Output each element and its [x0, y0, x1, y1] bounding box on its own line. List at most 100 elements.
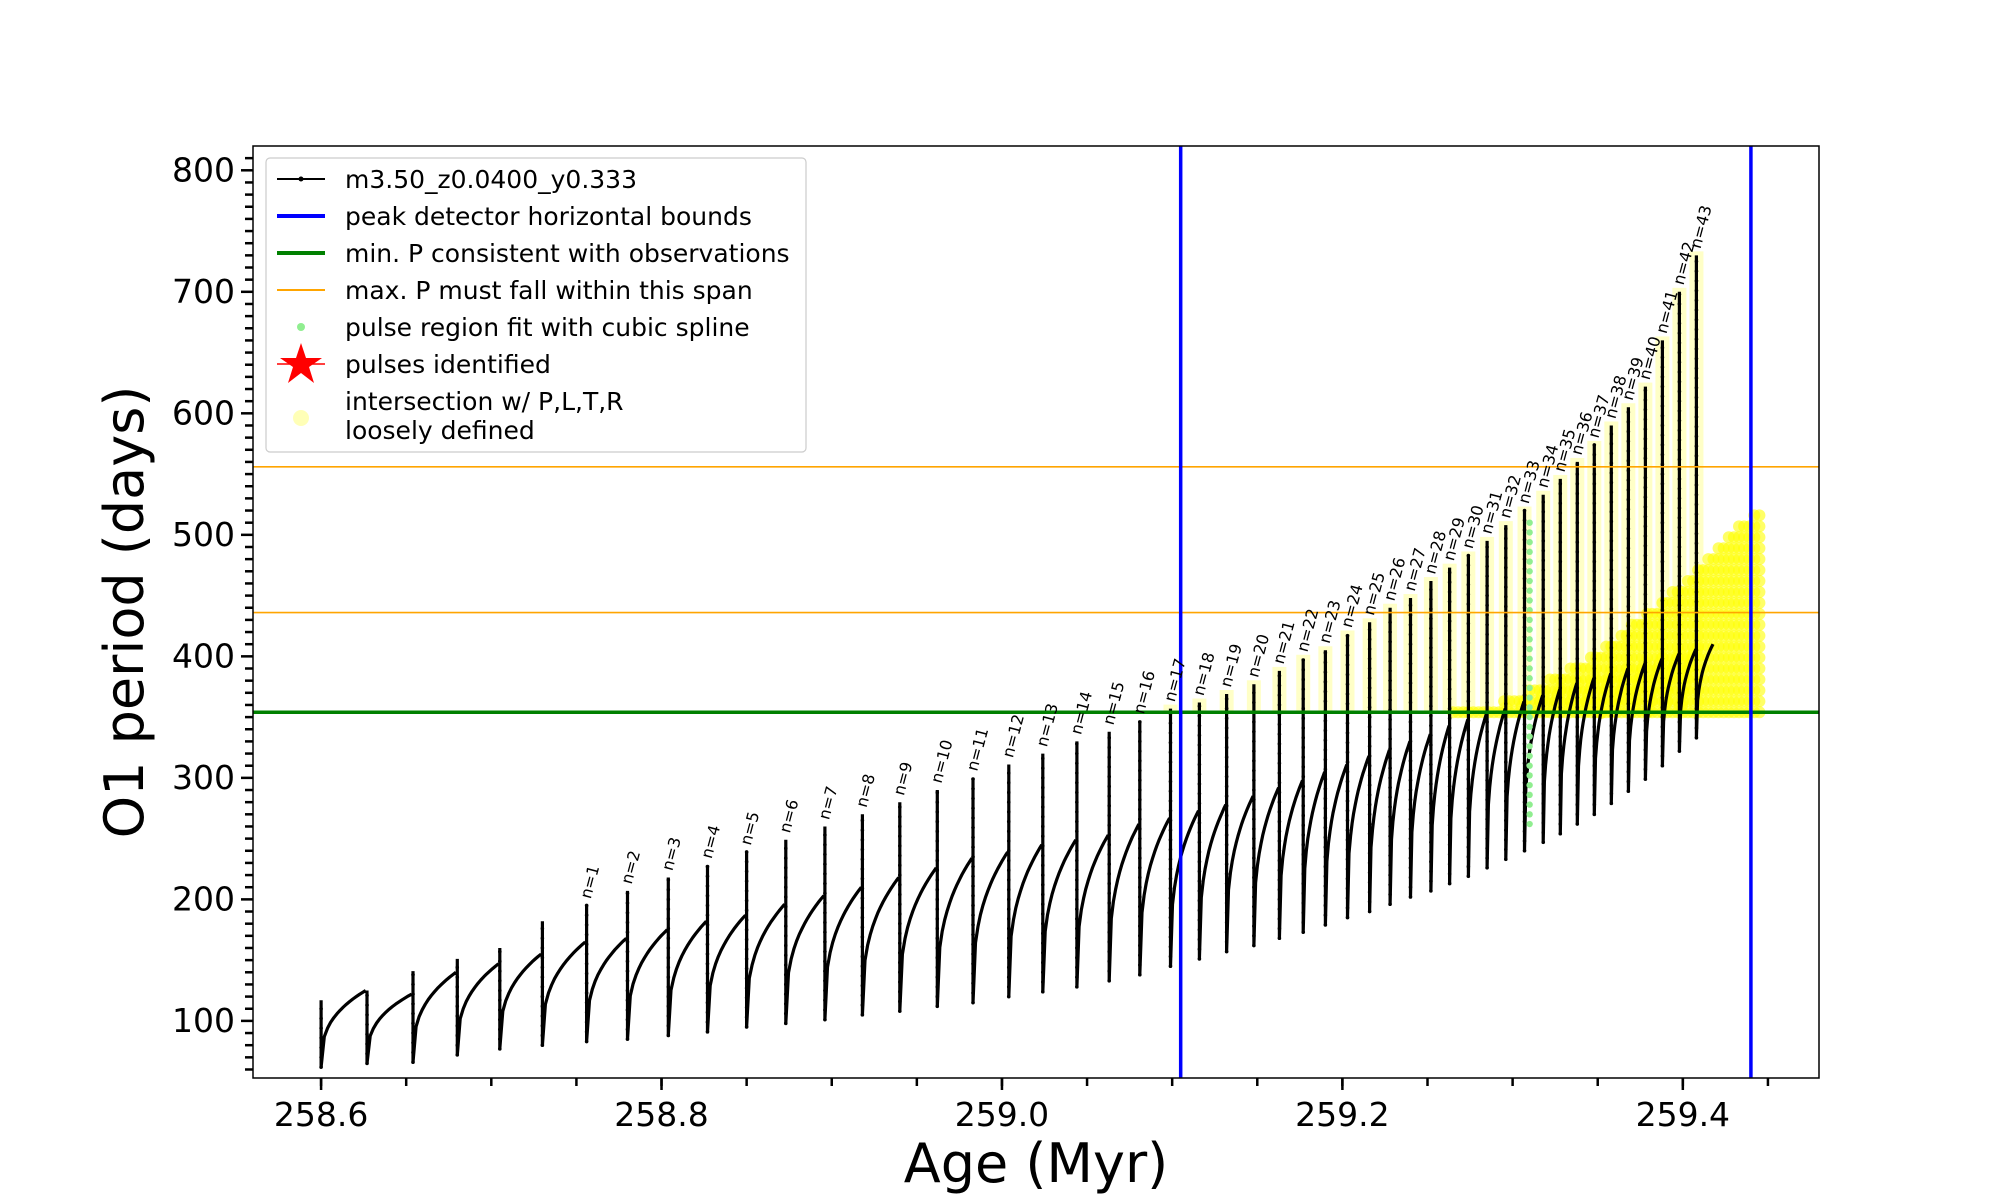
- series-point: [1609, 471, 1614, 475]
- series-point: [860, 847, 865, 852]
- series-point: [319, 1055, 323, 1060]
- y-tick-label: 800: [172, 150, 235, 189]
- series-point: [1609, 655, 1614, 660]
- series-point: [1522, 615, 1527, 620]
- series-point: [1466, 767, 1471, 772]
- series-point: [1485, 720, 1489, 724]
- series-point: [1429, 675, 1433, 679]
- series-point: [1575, 715, 1580, 719]
- series-point: [1694, 726, 1699, 730]
- series-point: [1075, 868, 1079, 873]
- series-point: [1466, 787, 1471, 791]
- series-point: [1041, 766, 1045, 770]
- series-point: [898, 873, 902, 877]
- series-point: [1224, 813, 1229, 818]
- series-point: [1408, 856, 1413, 860]
- series-point: [1643, 573, 1648, 577]
- series-point: [1367, 773, 1372, 778]
- series-point: [1504, 633, 1508, 638]
- series-point: [625, 930, 630, 934]
- series-point: [1408, 700, 1413, 705]
- series-point: [1694, 629, 1699, 633]
- spline-point: [1526, 752, 1533, 760]
- series-point: [1575, 744, 1580, 749]
- series-point: [411, 982, 415, 987]
- series-point: [1107, 774, 1111, 779]
- series-point: [1388, 766, 1392, 770]
- spline-point: [1526, 558, 1533, 565]
- series-point: [1345, 750, 1350, 755]
- series-point: [1677, 681, 1682, 685]
- series-point: [860, 935, 865, 939]
- series-point: [971, 952, 975, 956]
- series-point: [1224, 706, 1229, 711]
- series-point: [1075, 946, 1079, 950]
- series-point: [1592, 550, 1597, 554]
- series-point: [1138, 807, 1142, 812]
- series-point: [1694, 697, 1699, 701]
- series-point: [1541, 548, 1546, 553]
- series-point: [1277, 907, 1282, 911]
- series-point: [1541, 801, 1546, 806]
- series-point: [1429, 714, 1433, 718]
- series-point: [1609, 636, 1614, 640]
- series-point: [860, 828, 865, 832]
- series-point: [1609, 441, 1614, 446]
- intersection-point: [1753, 542, 1766, 555]
- series-point: [1541, 684, 1546, 689]
- series-point: [1541, 558, 1546, 563]
- series-point: [1252, 914, 1256, 919]
- series-point: [1575, 550, 1580, 554]
- series-point: [1485, 593, 1489, 598]
- series-point: [540, 926, 545, 931]
- series-point: [898, 863, 902, 868]
- series-point: [1592, 482, 1597, 486]
- series-point: [1345, 828, 1350, 832]
- series-point: [1447, 667, 1452, 672]
- series-point: [1522, 848, 1527, 853]
- series-point: [1677, 700, 1682, 705]
- series-point: [1626, 731, 1631, 735]
- series-point: [1408, 622, 1413, 627]
- series-point: [1041, 834, 1045, 838]
- series-point: [1107, 910, 1111, 915]
- series-point: [1429, 607, 1433, 611]
- series-point: [1660, 345, 1665, 350]
- series-point: [1408, 827, 1413, 831]
- series-point: [1626, 769, 1631, 774]
- series-point: [1660, 482, 1665, 486]
- series-point: [1694, 687, 1699, 691]
- spline-point: [1526, 577, 1533, 585]
- series-point: [1224, 735, 1229, 740]
- series-point: [1323, 689, 1328, 694]
- series-point: [455, 975, 460, 979]
- series-point: [1694, 347, 1699, 351]
- series-point: [1575, 822, 1580, 826]
- series-point: [1694, 327, 1699, 332]
- series-point: [1323, 650, 1328, 655]
- series-point: [1252, 875, 1256, 880]
- series-point: [1107, 959, 1111, 964]
- series-point: [1694, 288, 1699, 293]
- series-point: [1677, 593, 1682, 598]
- series-point: [1541, 597, 1546, 602]
- series-point: [1138, 963, 1142, 967]
- series-point: [1168, 906, 1173, 910]
- series-point: [1345, 906, 1350, 910]
- series-point: [1466, 748, 1471, 752]
- series-point: [1075, 965, 1079, 970]
- series-point: [1429, 733, 1433, 738]
- series-point: [1252, 943, 1256, 948]
- series-point: [1277, 732, 1282, 736]
- series-point: [1277, 742, 1282, 746]
- series-point: [1522, 742, 1527, 746]
- series-point: [1677, 749, 1682, 753]
- series-point: [1485, 574, 1489, 578]
- series-point: [1592, 647, 1597, 651]
- series-point: [1041, 980, 1045, 984]
- series-point: [1388, 727, 1392, 732]
- series-point: [1522, 722, 1527, 727]
- series-point: [1694, 492, 1699, 497]
- series-point: [860, 896, 865, 900]
- series-point: [1168, 954, 1173, 959]
